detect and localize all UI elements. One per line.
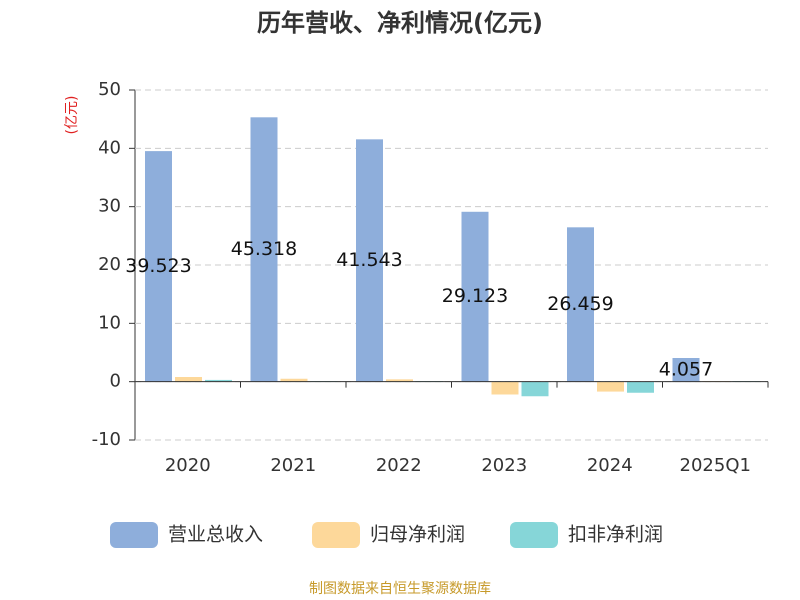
legend-label: 归母净利润: [370, 524, 465, 546]
bar: [627, 381, 654, 393]
legend-label: 营业总收入: [168, 524, 263, 546]
y-tick-label: 20: [98, 254, 121, 275]
bar: [597, 381, 624, 392]
bar: [521, 381, 549, 397]
bar: [280, 378, 308, 382]
legend-swatch: [110, 522, 158, 548]
bar: [205, 379, 232, 382]
bar: [672, 358, 700, 382]
y-tick-label: -10: [92, 429, 121, 450]
x-tick-label: 2025Q1: [680, 455, 751, 476]
data-label: 45.318: [231, 238, 297, 260]
y-tick-label: 10: [98, 312, 121, 333]
y-tick-label: 50: [98, 79, 121, 100]
data-label: 4.057: [659, 358, 713, 380]
y-axis-label: (亿元): [64, 96, 80, 135]
chart-title: 历年营收、净利情况(亿元): [257, 9, 543, 37]
bar: [250, 117, 278, 382]
bar: [491, 381, 519, 395]
legend-swatch: [312, 522, 360, 548]
x-tick-label: 2024: [587, 455, 633, 476]
data-label: 39.523: [125, 255, 191, 277]
bar: [386, 379, 413, 382]
x-tick-label: 2021: [270, 455, 316, 476]
source-note: 制图数据来自恒生聚源数据库: [309, 581, 491, 597]
data-label: 26.459: [547, 293, 613, 315]
bar: [145, 151, 172, 382]
bar: [356, 139, 383, 382]
legend-label: 扣非净利润: [568, 524, 663, 546]
x-tick-label: 2022: [376, 455, 422, 476]
x-tick-label: 2020: [165, 455, 211, 476]
y-tick-label: 40: [98, 137, 121, 158]
data-label: 29.123: [442, 285, 508, 307]
y-tick-label: 30: [98, 196, 121, 217]
x-tick-label: 2023: [481, 455, 527, 476]
legend-swatch: [510, 522, 558, 548]
y-tick-label: 0: [110, 371, 121, 392]
bar: [175, 377, 202, 382]
data-label: 41.543: [336, 249, 402, 271]
bar: [461, 211, 489, 382]
bar: [567, 227, 594, 382]
